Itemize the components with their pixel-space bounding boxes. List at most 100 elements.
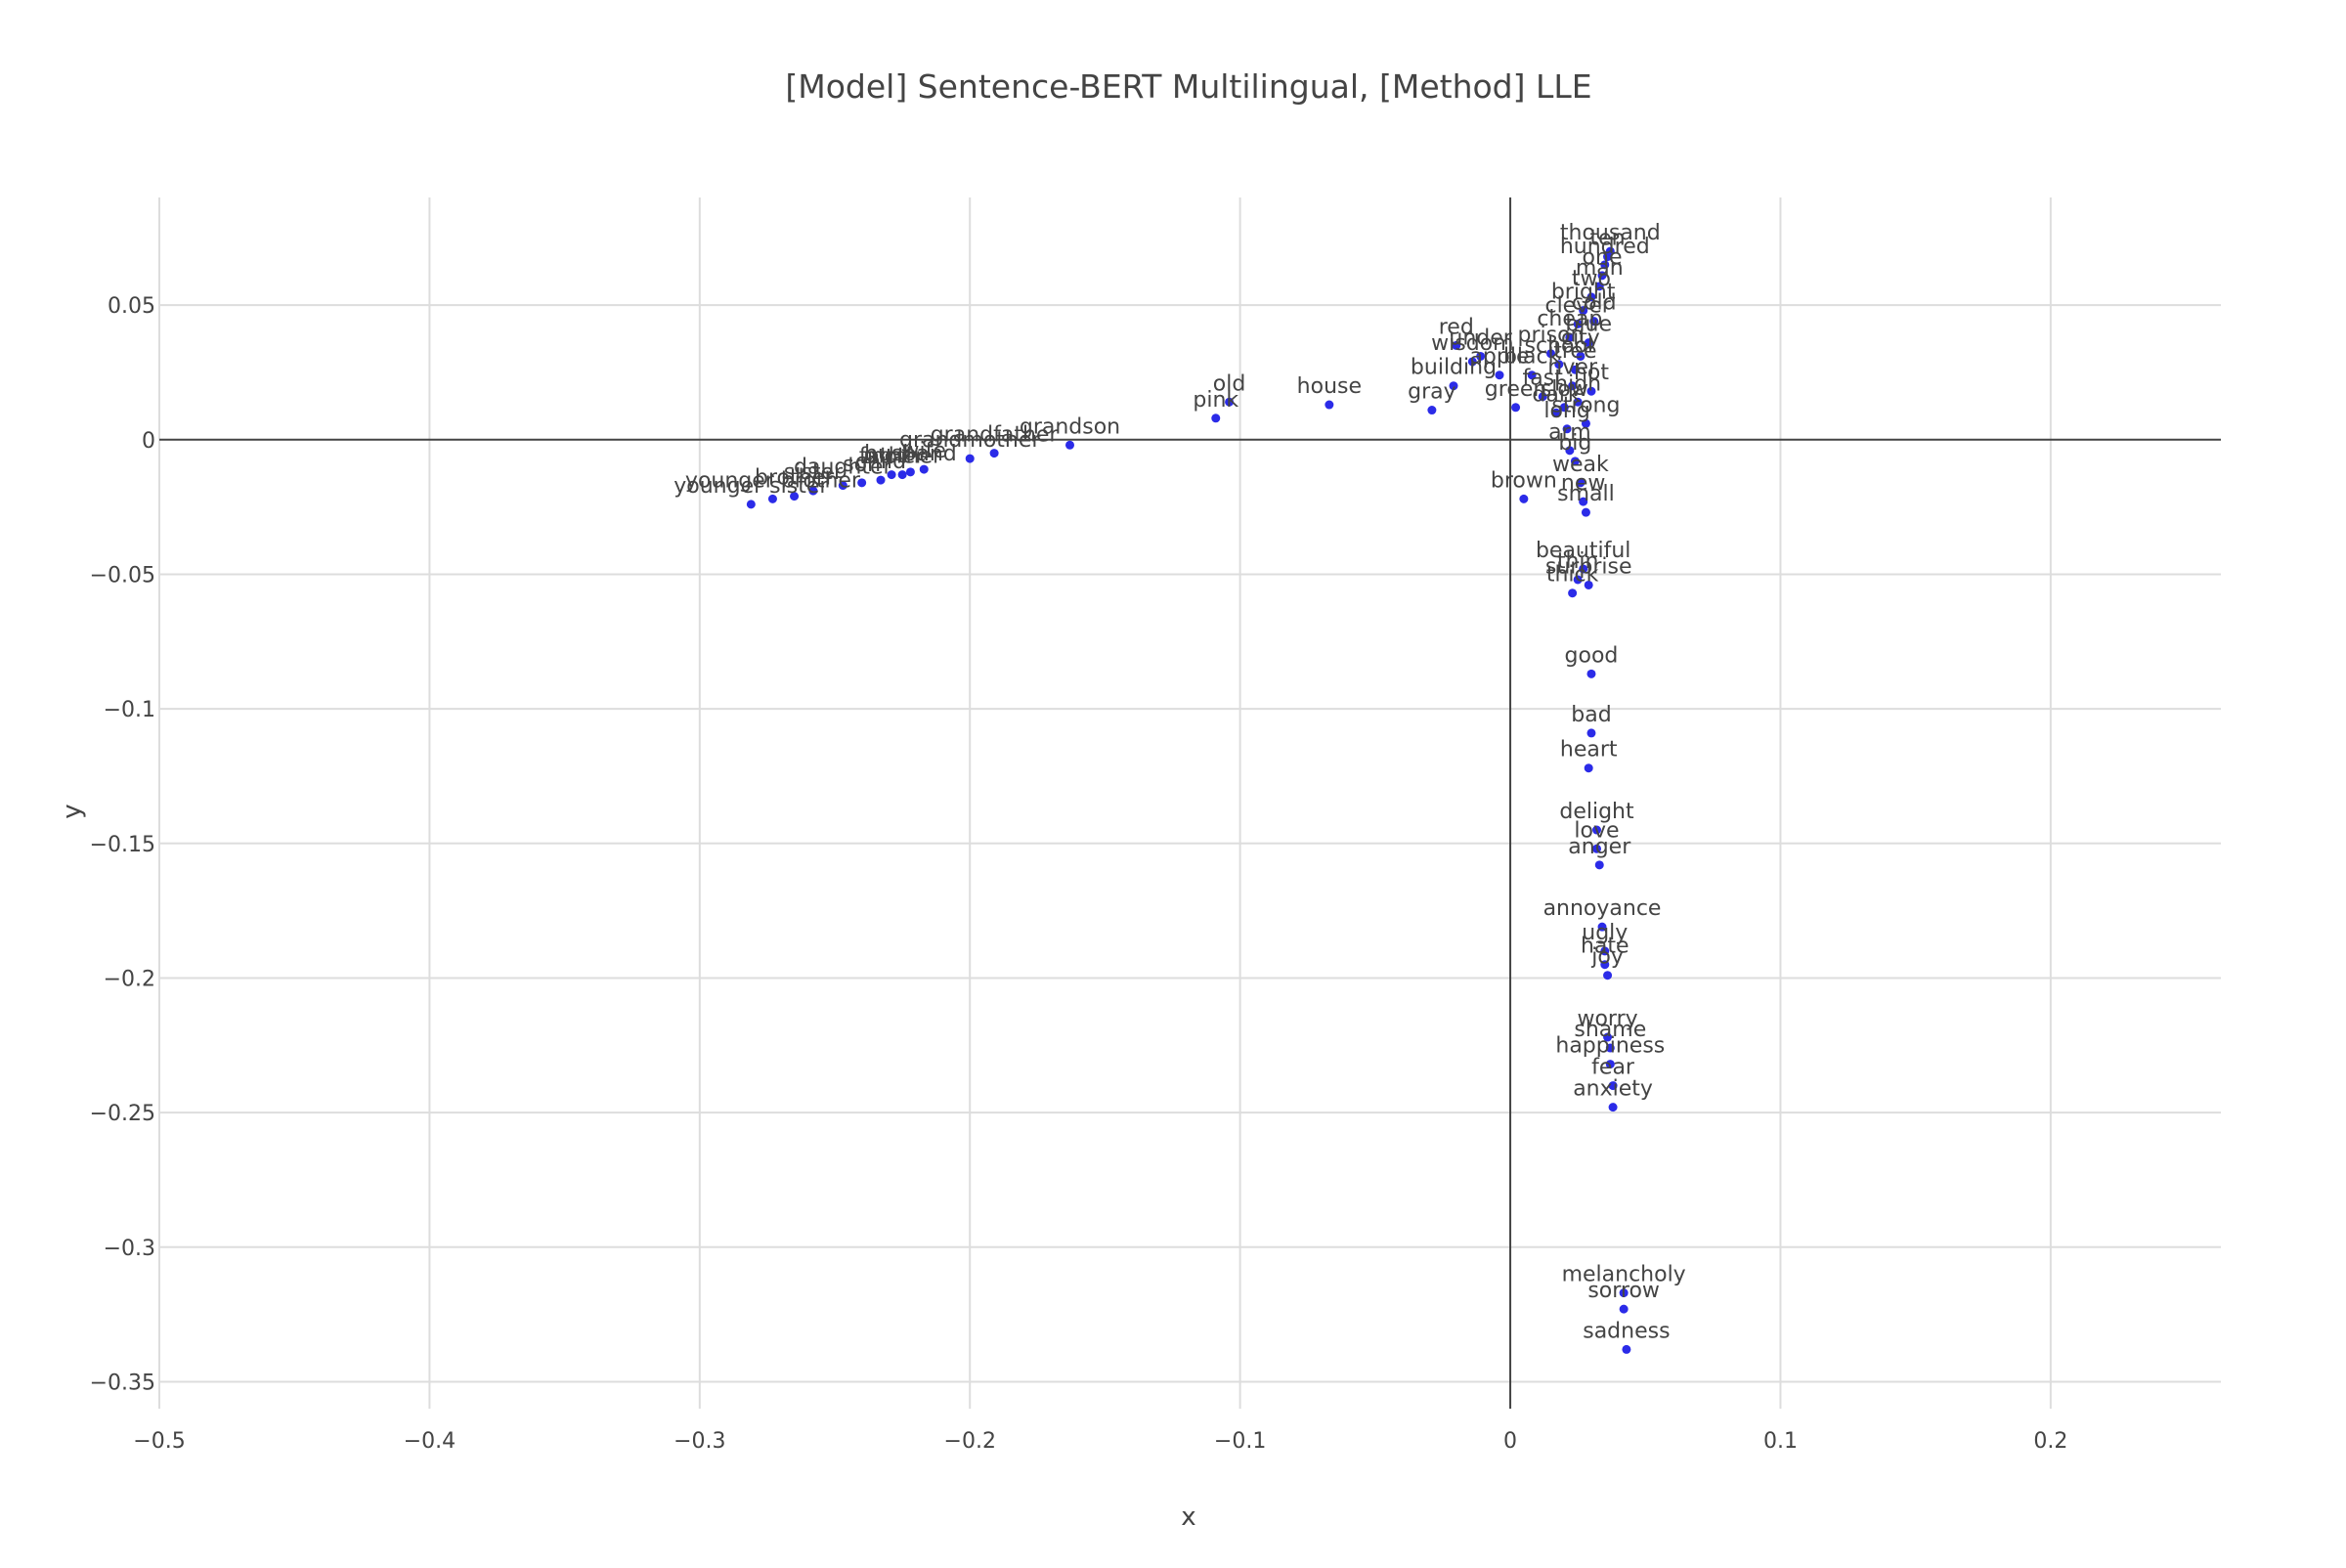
point-label: pink [1193,388,1238,413]
point-label: worry [1577,1007,1637,1031]
point-label: annoyance [1543,896,1662,921]
point-label: shame [1574,1018,1646,1042]
data-point [1573,397,1583,407]
data-point [1467,357,1477,367]
point-label: cold [1572,291,1617,316]
data-point [767,494,777,503]
x-tick-label: −0.1 [1214,1429,1266,1454]
point-label: school [1525,334,1594,359]
x-tick-label: −0.2 [944,1429,996,1454]
point-label: hot [1574,361,1609,385]
data-point [1519,494,1529,503]
data-point [897,470,907,480]
point-label: city [1561,326,1600,350]
point-label: building [1411,356,1497,380]
data-point [1594,282,1604,291]
data-point [1584,580,1593,589]
point-label: bright [1551,281,1616,305]
x-tick-label: −0.4 [404,1429,456,1454]
y-tick-label: −0.2 [104,967,155,991]
point-label: delight [1559,800,1634,824]
point-label: son [843,453,881,477]
data-point [1064,440,1074,450]
data-point [1619,1304,1629,1314]
data-point [1452,340,1461,350]
data-point [1573,575,1583,585]
point-label: ten [1589,227,1625,251]
data-point [1586,292,1596,302]
data-point [1581,418,1590,428]
data-point [1608,1081,1618,1091]
data-point [1586,669,1596,678]
point-label: melancholy [1562,1263,1686,1287]
point-label: good [1565,643,1619,668]
data-point [1511,403,1521,413]
data-point [1211,414,1221,423]
data-point [965,454,975,463]
data-point [1586,728,1596,738]
point-label: anxiety [1573,1077,1653,1102]
data-point [887,470,896,480]
data-point [1565,332,1575,342]
point-label: house [1297,374,1362,399]
data-point [1584,338,1593,348]
data-point [1554,360,1564,370]
point-label: grandson [1020,414,1120,439]
data-point [905,467,915,477]
point-label: prison [1518,324,1585,348]
data-point [1568,381,1578,391]
gridlines [158,197,2221,1409]
point-label: strong [1551,393,1620,417]
y-tick-label: −0.25 [90,1102,155,1126]
x-axis-ticks: −0.5 −0.4 −0.3 −0.2 −0.1 0 0.1 0.2 [133,1429,2067,1454]
point-label: ugly [1582,921,1628,945]
data-point [746,500,756,509]
point-label: fast [1523,367,1564,391]
point-label: beautiful [1536,539,1630,563]
data-point [1576,478,1586,488]
point-label: river [1547,356,1598,380]
point-label: sadness [1583,1319,1670,1343]
data-point [1559,403,1569,413]
point-label: man [1576,256,1624,281]
data-point [1570,365,1580,374]
point-label: thousand [1560,221,1661,245]
point-label: hate [1581,935,1629,959]
point-label: high [1554,371,1601,396]
y-axis-title: y [58,804,87,818]
y-tick-label: 0.05 [108,294,155,319]
data-point [1538,392,1547,402]
data-point [1579,564,1588,574]
x-axis-title: x [1181,1503,1195,1532]
point-label: grandfather [931,423,1060,448]
data-point [1591,825,1601,835]
point-label: father [859,445,925,469]
point-label: slow [1541,377,1588,402]
data-point [989,449,999,458]
point-label: surprise [1545,554,1632,579]
data-point [1568,588,1578,598]
point-label: thick [1546,563,1599,588]
x-tick-label: 0 [1503,1429,1517,1454]
data-point [1600,946,1610,956]
point-label: old [1213,371,1246,396]
y-tick-label: −0.1 [104,698,155,722]
point-label: sorrow [1587,1279,1660,1303]
point-label: thin [1557,549,1599,574]
data-point [838,481,847,491]
point-label: husband [864,442,957,466]
data-point [1495,370,1504,380]
point-label: happiness [1555,1034,1665,1059]
point-label: two [1572,267,1611,291]
point-label: fear [1591,1056,1635,1080]
point-label: dark [1532,382,1580,407]
data-point [1570,457,1580,466]
point-label: child [855,450,906,474]
point-label: cheap [1537,307,1602,331]
data-point [1600,960,1610,970]
point-label: brother [755,466,835,491]
y-tick-label: −0.05 [90,563,155,588]
point-label: anger [1568,835,1631,859]
